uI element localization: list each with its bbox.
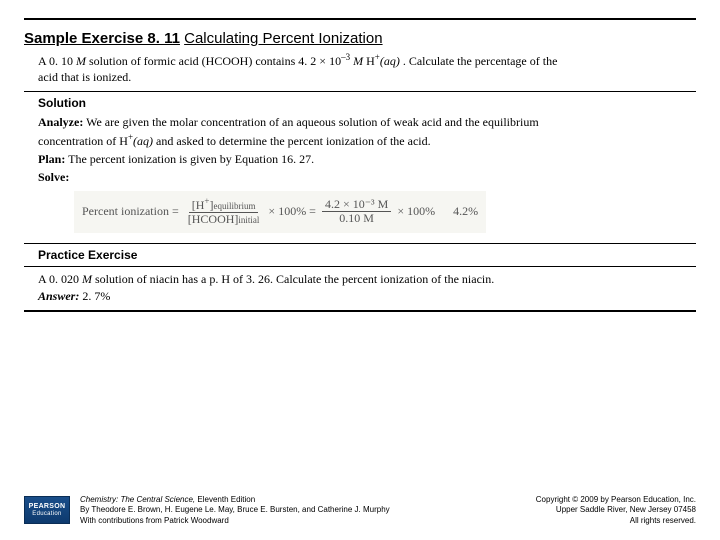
analyze-label: Analyze: <box>38 115 83 129</box>
percent-ionization-equation: Percent ionization = [H+]equilibrium [HC… <box>74 191 486 232</box>
problem-text: solution of formic acid (HCOOH) contains… <box>86 54 341 68</box>
answer-label: Answer: <box>38 289 79 303</box>
molarity-symbol: M <box>82 272 92 286</box>
practice-text: A 0. 020 <box>38 272 82 286</box>
divider <box>24 91 696 92</box>
fraction-2: 4.2 × 10⁻³ M 0.10 M <box>322 198 391 225</box>
eq-lhs: Percent ionization = <box>82 204 179 219</box>
practice-text: solution of niacin has a p. H of 3. 26. … <box>92 272 494 286</box>
footer-copyright: Copyright © 2009 by Pearson Education, I… <box>536 495 696 526</box>
eq-mid1: × 100% = <box>268 204 316 219</box>
logo-brand: PEARSON <box>29 503 66 511</box>
solution-heading: Solution <box>38 96 696 110</box>
aq: (aq) <box>380 54 400 68</box>
molarity-symbol: M <box>353 54 363 68</box>
edition: Eleventh Edition <box>195 495 255 504</box>
pearson-logo: PEARSON Education <box>24 496 70 524</box>
title-prefix: Sample Exercise 8. 11 <box>24 30 180 47</box>
divider <box>24 243 696 244</box>
numerator-1: [H+]equilibrium <box>189 197 259 213</box>
title-rest: Calculating Percent Ionization <box>184 30 382 47</box>
eq-mid2: × 100% <box>397 204 435 219</box>
analyze-text: concentration of H <box>38 134 128 148</box>
copyright-line: All rights reserved. <box>630 516 696 525</box>
practice-problem: A 0. 020 M solution of niacin has a p. H… <box>38 271 696 288</box>
contributors: With contributions from Patrick Woodward <box>80 516 229 525</box>
plan-block: Plan: The percent ionization is given by… <box>38 151 696 167</box>
molarity-symbol: M <box>76 54 86 68</box>
aq: (aq) <box>133 134 153 148</box>
numerator-2: 4.2 × 10⁻³ M <box>322 198 391 212</box>
exercise-title: Sample Exercise 8. 11 Calculating Percen… <box>24 30 696 47</box>
plan-label: Plan: <box>38 152 65 166</box>
practice-heading: Practice Exercise <box>38 248 696 262</box>
solve-label: Solve: <box>38 170 69 184</box>
divider <box>24 266 696 267</box>
eq-result: 4.2% <box>453 204 478 219</box>
answer-line: Answer: 2. 7% <box>38 289 696 304</box>
analyze-block: Analyze: We are given the molar concentr… <box>38 114 696 148</box>
bottom-rule <box>24 310 696 312</box>
copyright-line: Copyright © 2009 by Pearson Education, I… <box>536 495 696 504</box>
problem-text: . Calculate the percentage of the <box>400 54 558 68</box>
logo-sub: Education <box>32 511 61 518</box>
analyze-text: We are given the molar concentration of … <box>83 115 538 129</box>
problem-text-line2: acid that is ionized. <box>38 70 131 84</box>
answer-value: 2. 7% <box>79 289 110 303</box>
plan-text: The percent ionization is given by Equat… <box>65 152 314 166</box>
slide-page: Sample Exercise 8. 11 Calculating Percen… <box>0 0 720 312</box>
book-title: Chemistry: The Central Science, <box>80 495 195 504</box>
footer-citation: Chemistry: The Central Science, Eleventh… <box>80 495 526 526</box>
copyright-line: Upper Saddle River, New Jersey 07458 <box>556 505 696 514</box>
top-rule <box>24 18 696 20</box>
problem-text: A 0. 10 <box>38 54 76 68</box>
denominator-2: 0.10 M <box>336 212 377 225</box>
authors: By Theodore E. Brown, H. Eugene Le. May,… <box>80 505 390 514</box>
analyze-text: and asked to determine the percent ioniz… <box>153 134 431 148</box>
footer: PEARSON Education Chemistry: The Central… <box>24 495 696 526</box>
fraction-1: [H+]equilibrium [HCOOH]initial <box>185 197 263 226</box>
solve-block: Solve: <box>38 169 696 185</box>
problem-text: H <box>363 54 375 68</box>
denominator-1: [HCOOH]initial <box>185 213 263 226</box>
exponent: –3 <box>341 52 350 62</box>
problem-statement: A 0. 10 M solution of formic acid (HCOOH… <box>38 51 696 85</box>
